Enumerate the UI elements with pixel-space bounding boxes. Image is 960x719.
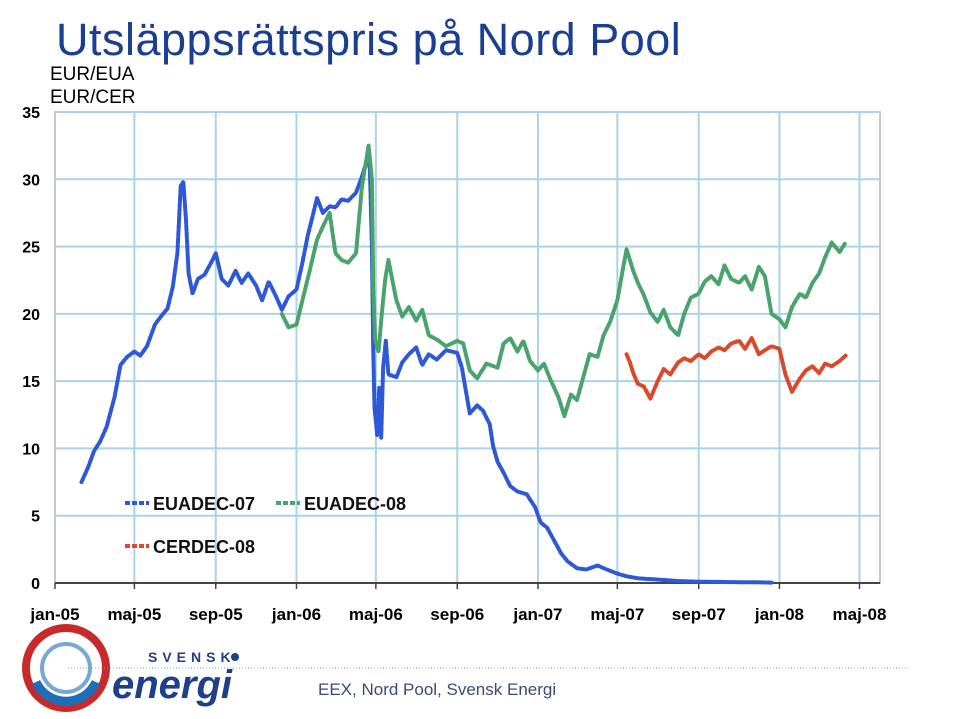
x-tick-label: maj-08 bbox=[833, 605, 887, 624]
chart-series bbox=[79, 143, 848, 585]
x-tick-label: jan-07 bbox=[512, 605, 562, 624]
unit-label-cer: EUR/CER bbox=[50, 87, 136, 108]
logo-ring-blue bbox=[31, 679, 101, 706]
page-title: Utsläppsrättspris på Nord Pool bbox=[56, 14, 682, 65]
y-tick-label: 25 bbox=[22, 240, 40, 257]
x-tick-label: sep-07 bbox=[672, 605, 726, 624]
svensk-energi-logo: SVENSK energi bbox=[22, 624, 239, 712]
x-tick-label: maj-07 bbox=[590, 605, 644, 624]
x-tick-label: sep-06 bbox=[430, 605, 484, 624]
logo-dot bbox=[231, 653, 239, 661]
chart-grid bbox=[54, 111, 881, 584]
legend-label-euadec-08: EUADEC-08 bbox=[304, 494, 406, 514]
x-tick-label: maj-05 bbox=[107, 605, 161, 624]
logo-ring-outer bbox=[22, 624, 110, 712]
x-tick-label: maj-06 bbox=[349, 605, 403, 624]
y-tick-label: 5 bbox=[31, 509, 40, 526]
y-tick-label: 0 bbox=[31, 576, 40, 593]
chart-legend: EUADEC-07 EUADEC-08 CERDEC-08 bbox=[125, 494, 406, 557]
legend-label-cerdec-08: CERDEC-08 bbox=[153, 537, 255, 557]
x-tick-label: jan-05 bbox=[29, 605, 79, 624]
series-line-cerdec-08 bbox=[624, 336, 848, 401]
x-tick-label: jan-06 bbox=[271, 605, 321, 624]
logo-text-small: SVENSK bbox=[148, 649, 236, 665]
source-credit: EEX, Nord Pool, Svensk Energi bbox=[318, 680, 557, 699]
unit-label-eua: EUR/EUA bbox=[50, 64, 135, 85]
x-tick-label: sep-05 bbox=[189, 605, 243, 624]
y-tick-label: 10 bbox=[22, 441, 40, 458]
x-tick-label: jan-08 bbox=[754, 605, 804, 624]
logo-text-big: energi bbox=[112, 663, 233, 707]
y-tick-label: 15 bbox=[22, 374, 40, 391]
y-tick-label: 20 bbox=[22, 307, 40, 324]
y-tick-label: 35 bbox=[22, 105, 40, 122]
y-tick-label: 30 bbox=[22, 172, 40, 189]
series-line-euadec-08 bbox=[279, 143, 848, 419]
legend-label-euadec-07: EUADEC-07 bbox=[153, 494, 255, 514]
